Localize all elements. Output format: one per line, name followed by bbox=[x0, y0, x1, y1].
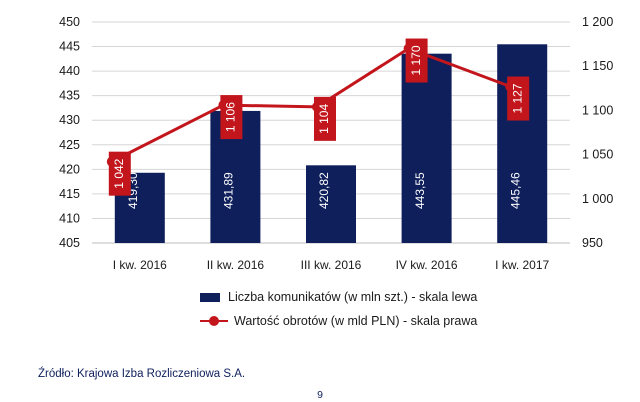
category-label: III kw. 2016 bbox=[301, 258, 362, 272]
line-label-box bbox=[314, 96, 336, 141]
line-series: 1 042 1 106 1 104 1 170 1 127 bbox=[106, 38, 530, 196]
bar-label: 420,82 bbox=[317, 172, 331, 209]
bar-label: 445,46 bbox=[508, 172, 522, 209]
line-label: 1 170 bbox=[409, 45, 423, 75]
bar bbox=[401, 53, 452, 243]
right-tick-label: 1 100 bbox=[582, 103, 613, 117]
line-label-box bbox=[507, 76, 530, 121]
line-label: 1 106 bbox=[224, 102, 238, 132]
category-label: II kw. 2016 bbox=[207, 258, 265, 272]
line-label-box bbox=[220, 95, 243, 140]
right-tick-label: 1 200 bbox=[582, 15, 613, 29]
bar-label: 443,55 bbox=[413, 172, 427, 209]
left-tick-label: 405 bbox=[59, 236, 80, 250]
left-axis: 405 410 415 420 425 430 435 440 445 450 bbox=[59, 15, 80, 250]
line-label: 1 127 bbox=[510, 83, 524, 113]
left-tick-label: 435 bbox=[59, 89, 80, 103]
left-tick-label: 425 bbox=[59, 138, 80, 152]
line-label-box bbox=[405, 38, 428, 83]
left-tick-label: 445 bbox=[59, 40, 80, 54]
line-label: 1 104 bbox=[317, 104, 331, 134]
category-label: I kw. 2017 bbox=[495, 258, 549, 272]
right-tick-label: 1 000 bbox=[582, 192, 613, 206]
category-label: I kw. 2016 bbox=[113, 258, 167, 272]
bar-label: 431,89 bbox=[222, 172, 236, 209]
right-tick-label: 950 bbox=[582, 236, 603, 250]
page-number: 9 bbox=[317, 389, 323, 401]
left-tick-label: 420 bbox=[59, 162, 80, 176]
bar bbox=[497, 44, 548, 243]
line-label-box bbox=[108, 151, 131, 196]
bar-series: 419,30 431,89 420,82 443,55 445,46 bbox=[114, 44, 548, 244]
right-tick-label: 1 050 bbox=[582, 148, 613, 162]
category-axis: I kw. 2016 II kw. 2016 III kw. 2016 IV kw. … bbox=[113, 258, 550, 272]
right-axis: 950 1 000 1 050 1 100 1 150 1 200 bbox=[582, 15, 613, 250]
line-label: 1 042 bbox=[112, 158, 126, 188]
chart: 405 410 415 420 425 430 435 440 445 450 950 1 000 1… bbox=[59, 15, 613, 272]
category-label: IV kw. 2016 bbox=[396, 258, 458, 272]
legend-line-label: Wartość obrotów (w mld PLN) - skala praw… bbox=[234, 314, 478, 328]
source-note: Źródło: Krajowa Izba Rozliczeniowa S.A. bbox=[38, 368, 246, 380]
legend-line-swatch bbox=[200, 316, 228, 326]
legend-bar-swatch bbox=[200, 292, 220, 302]
left-tick-label: 440 bbox=[59, 64, 80, 78]
legend-item-bars: Liczba komunikatów (w mln szt.) - skala … bbox=[200, 290, 477, 304]
left-tick-label: 410 bbox=[59, 211, 80, 225]
legend-item-line: Wartość obrotów (w mld PLN) - skala praw… bbox=[200, 314, 477, 328]
left-tick-label: 450 bbox=[59, 15, 80, 29]
legend-bar-label: Liczba komunikatów (w mln szt.) - skala … bbox=[228, 290, 478, 304]
left-tick-label: 430 bbox=[59, 113, 80, 127]
left-tick-label: 415 bbox=[59, 187, 80, 201]
right-tick-label: 1 150 bbox=[582, 59, 613, 73]
bar bbox=[306, 165, 356, 243]
